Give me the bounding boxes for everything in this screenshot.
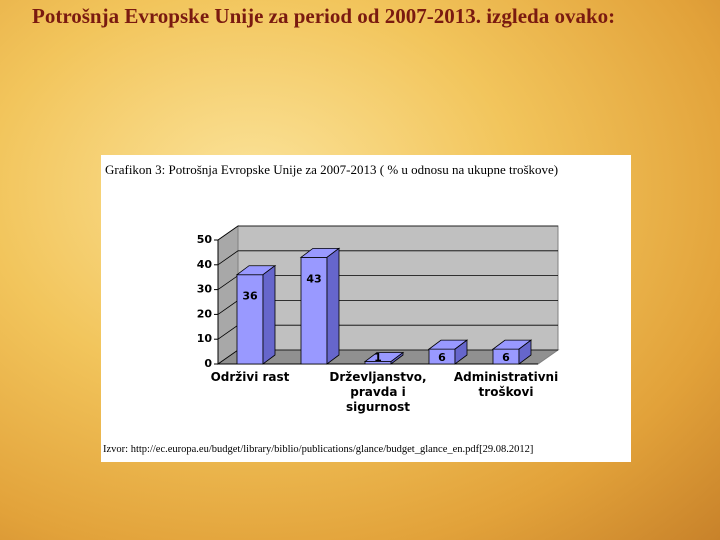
y-tick-label: 0 (204, 357, 212, 370)
grid-line (217, 225, 558, 241)
x-tick-label: Administrativni troškovi (453, 370, 559, 399)
bar (300, 256, 328, 365)
bar-side (518, 339, 532, 365)
side-wall (217, 225, 239, 365)
y-tick-label: 50 (197, 233, 213, 246)
bar-side (326, 247, 340, 365)
value-label: 1 (374, 351, 382, 364)
y-tick-label: 10 (197, 332, 213, 345)
y-tick-label: 20 (197, 307, 213, 320)
value-label: 36 (242, 290, 258, 303)
value-label: 43 (306, 272, 321, 285)
y-tick-label: 40 (197, 258, 213, 271)
bar-side (454, 339, 468, 365)
x-tick-label: Drževljanstvo, pravda i sigurnost (329, 370, 427, 414)
x-tick-label: Održivi rast (210, 370, 290, 384)
bar-side (262, 264, 276, 365)
back-wall (237, 225, 559, 351)
chart-title: Grafikon 3: Potrošnja Evropske Unije za … (105, 162, 559, 177)
y-tick-label: 30 (197, 283, 213, 296)
value-label: 6 (502, 351, 510, 364)
bar (236, 274, 264, 365)
slide-heading: Potrošnja Evropske Unije za period od 20… (32, 4, 616, 28)
grid-line (217, 250, 558, 266)
bar-side (390, 351, 404, 365)
value-label: 6 (438, 351, 446, 364)
chart-source: Izvor: http://ec.europa.eu/budget/librar… (103, 444, 534, 455)
